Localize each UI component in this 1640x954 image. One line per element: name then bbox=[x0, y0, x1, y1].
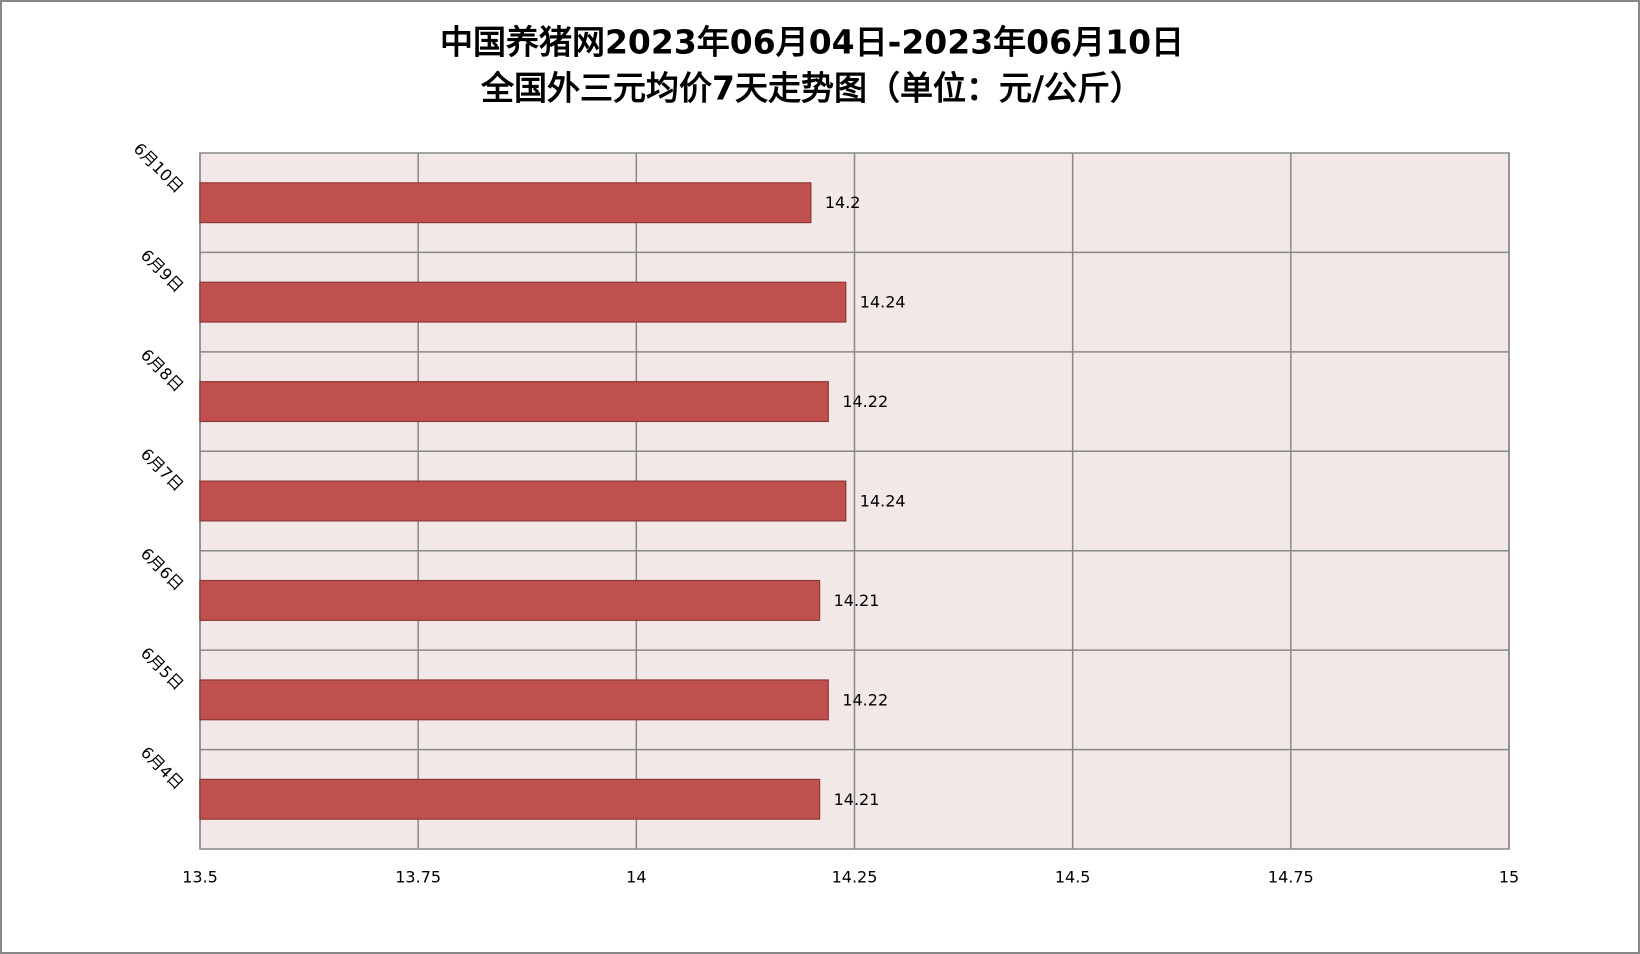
bar bbox=[199, 778, 821, 820]
bar bbox=[199, 182, 812, 224]
chart-title: 全国外三元均价7天走势图（单位：元/公斤） bbox=[480, 69, 1143, 108]
bar bbox=[199, 579, 821, 621]
bar bbox=[199, 480, 847, 522]
value-label: 14.22 bbox=[842, 392, 888, 411]
chart-title: 中国养猪网2023年06月04日-2023年06月10日 bbox=[440, 23, 1184, 62]
bar bbox=[199, 679, 829, 721]
x-tick-label: 14.25 bbox=[832, 868, 878, 887]
value-label: 14.22 bbox=[842, 690, 888, 709]
x-tick-label: 14 bbox=[626, 868, 646, 887]
value-label: 14.21 bbox=[834, 790, 880, 809]
value-label: 14.24 bbox=[860, 293, 906, 312]
value-label: 14.21 bbox=[834, 591, 880, 610]
x-tick-label: 14.75 bbox=[1268, 868, 1314, 887]
value-label: 14.2 bbox=[825, 193, 861, 212]
x-tick-label: 14.5 bbox=[1055, 868, 1091, 887]
bar bbox=[199, 281, 847, 323]
x-tick-label: 15 bbox=[1499, 868, 1519, 887]
x-tick-label: 13.75 bbox=[395, 868, 441, 887]
x-tick-label: 13.5 bbox=[182, 868, 218, 887]
bar bbox=[199, 381, 829, 423]
value-label: 14.24 bbox=[860, 492, 906, 511]
